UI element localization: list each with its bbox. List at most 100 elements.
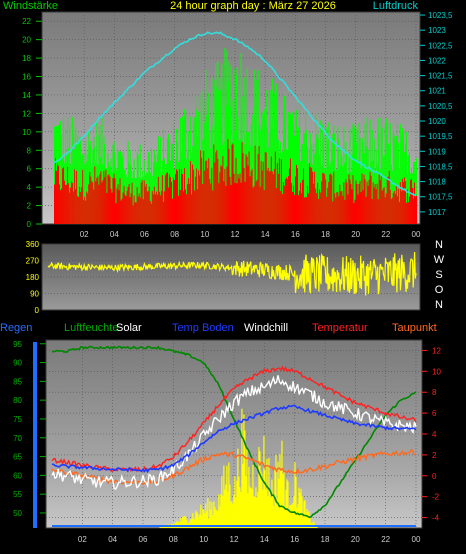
solar-bar	[226, 465, 228, 528]
solar-bar	[183, 516, 185, 528]
gust-bar	[236, 67, 238, 224]
gust-bar	[398, 168, 400, 224]
solar-bar	[207, 497, 209, 528]
gust-bar	[284, 91, 286, 224]
wind-bar	[181, 168, 183, 224]
wind-bar	[410, 178, 413, 224]
solar-bar	[273, 506, 275, 528]
wind-bar	[254, 145, 256, 224]
tick-label: 270	[26, 257, 40, 266]
wind-bar	[396, 196, 398, 224]
wind-bar	[352, 175, 354, 224]
wind-bar	[347, 194, 349, 224]
solar-bar	[219, 506, 221, 528]
wind-bar	[175, 174, 177, 224]
wind-bar	[252, 187, 254, 224]
solar-bar	[208, 518, 210, 528]
tick-label: 14	[22, 91, 31, 100]
solar-bar	[265, 489, 267, 528]
solar-bar	[294, 462, 296, 528]
direction-letter: W	[434, 254, 445, 266]
solar-bar	[176, 521, 178, 528]
wind-bar	[108, 174, 110, 224]
wind-bar	[323, 173, 325, 224]
chart-title: 24 hour graph day : März 27 2026	[170, 0, 336, 12]
wind-bar	[92, 182, 94, 224]
wind-bar	[374, 184, 376, 224]
wind-bar	[69, 192, 71, 224]
solar-bar	[182, 516, 184, 528]
tick-label: 22	[381, 230, 390, 239]
wind-bar	[231, 144, 233, 224]
gust-bar	[283, 95, 285, 224]
wind-bar	[302, 179, 304, 224]
wind-bar	[196, 168, 198, 224]
wind-bar	[65, 184, 67, 224]
solar-bar	[184, 516, 186, 528]
tick-label: -4	[432, 514, 440, 523]
wind-y-ticks: 0 2 4 6 8 10 12 14 16 18 20 22	[22, 17, 42, 229]
solar-bar	[223, 465, 225, 528]
wind-bar	[232, 143, 234, 224]
solar-bar	[292, 502, 294, 528]
solar-bar	[241, 408, 243, 528]
wind-bar	[338, 196, 340, 224]
wind-bar	[393, 190, 395, 224]
gust-bar	[315, 113, 317, 224]
wind-bar	[209, 179, 211, 224]
wind-bar	[72, 182, 74, 224]
wind-bar	[397, 188, 399, 224]
gust-bar	[377, 118, 379, 224]
tick-label: 12	[230, 535, 239, 544]
gust-bar	[304, 133, 306, 224]
gust-bar	[218, 90, 220, 224]
gust-bar	[263, 109, 265, 224]
wind-bar	[408, 196, 410, 224]
wind-bar	[394, 193, 396, 224]
solar-bar	[231, 501, 233, 528]
gust-bar	[78, 142, 80, 224]
tick-label: 22	[22, 17, 31, 26]
wind-bar	[110, 188, 112, 224]
wind-bar	[262, 161, 264, 224]
wind-bar	[131, 182, 133, 224]
wind-bar	[60, 190, 62, 224]
wind-bar	[103, 170, 105, 224]
gust-bar	[172, 121, 175, 224]
wind-bars	[54, 47, 418, 225]
gust-bar	[343, 126, 345, 224]
wind-bar	[105, 169, 107, 224]
gust-bar	[61, 134, 63, 224]
wind-bar	[120, 200, 122, 224]
solar-bar	[212, 515, 214, 528]
gust-bar	[391, 170, 393, 224]
wind-bar	[228, 149, 230, 224]
wind-bar	[294, 176, 297, 224]
wind-bar	[70, 187, 72, 224]
wind-bar	[126, 190, 128, 224]
wind-bar	[122, 192, 124, 224]
tick-label: 06	[140, 230, 149, 239]
wind-bar	[367, 185, 369, 224]
tick-label: 2	[432, 451, 437, 460]
wind-bar	[202, 183, 204, 224]
wind-bar	[123, 186, 125, 224]
gust-bar	[271, 78, 273, 224]
solar-bar	[287, 481, 289, 528]
tick-label: 0	[432, 472, 437, 481]
gust-bar	[207, 109, 209, 224]
wind-bar	[402, 182, 404, 224]
solar-bar	[295, 476, 297, 528]
wind-bar	[242, 153, 244, 224]
tick-label: 12	[22, 109, 31, 118]
wind-bar	[71, 181, 73, 224]
solar-bar	[181, 521, 183, 528]
wind-bar	[145, 184, 147, 224]
solar-bar	[221, 475, 223, 528]
wind-bar	[356, 183, 358, 224]
wind-bar	[223, 181, 225, 224]
gust-bar	[183, 120, 185, 224]
tick-label: 08	[170, 230, 179, 239]
wind-bar	[162, 201, 164, 224]
solar-bar	[277, 461, 279, 528]
